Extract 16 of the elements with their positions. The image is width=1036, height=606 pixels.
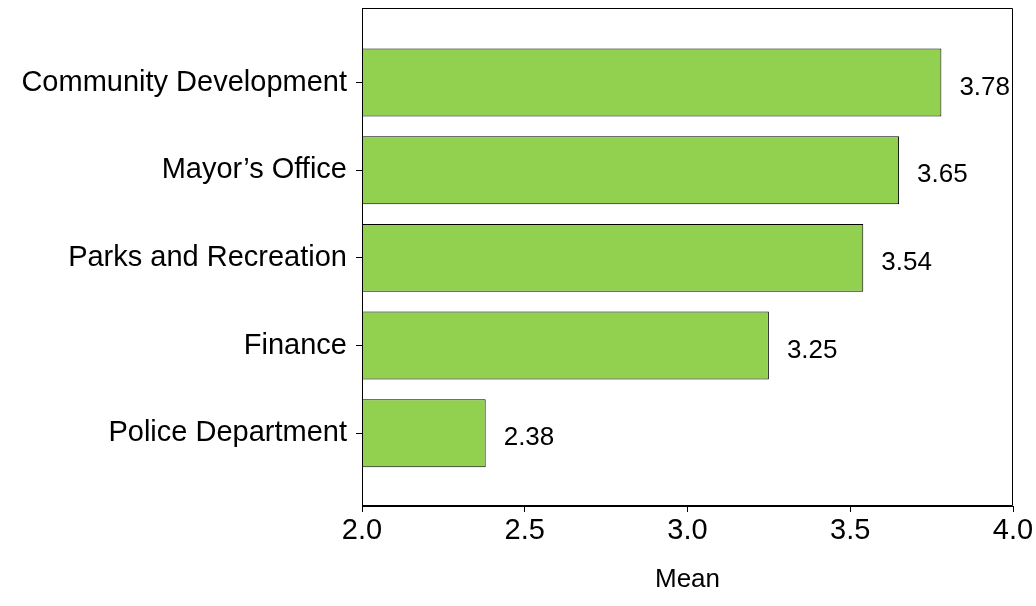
y-tick-label: Parks and Recreation xyxy=(68,239,347,272)
data-label: 3.65 xyxy=(917,158,968,189)
data-label: 2.38 xyxy=(503,421,555,452)
data-label: 3.54 xyxy=(881,246,932,277)
x-axis-title: Mean xyxy=(654,562,721,593)
y-tick-label: Police Department xyxy=(108,415,347,448)
x-tick-label: 2.0 xyxy=(341,513,383,546)
data-label: 3.78 xyxy=(959,70,1010,101)
y-tick-label: Finance xyxy=(243,327,347,360)
data-label: 3.25 xyxy=(786,333,838,364)
x-tick-label: 2.5 xyxy=(504,513,545,546)
x-tick-label: 3.0 xyxy=(667,513,708,546)
x-tick-label: 3.5 xyxy=(830,513,871,546)
y-tick-label: Community Development xyxy=(21,64,347,97)
y-tick-label: Mayor’s Office xyxy=(161,152,347,185)
x-tick-label: 4.0 xyxy=(992,513,1034,546)
